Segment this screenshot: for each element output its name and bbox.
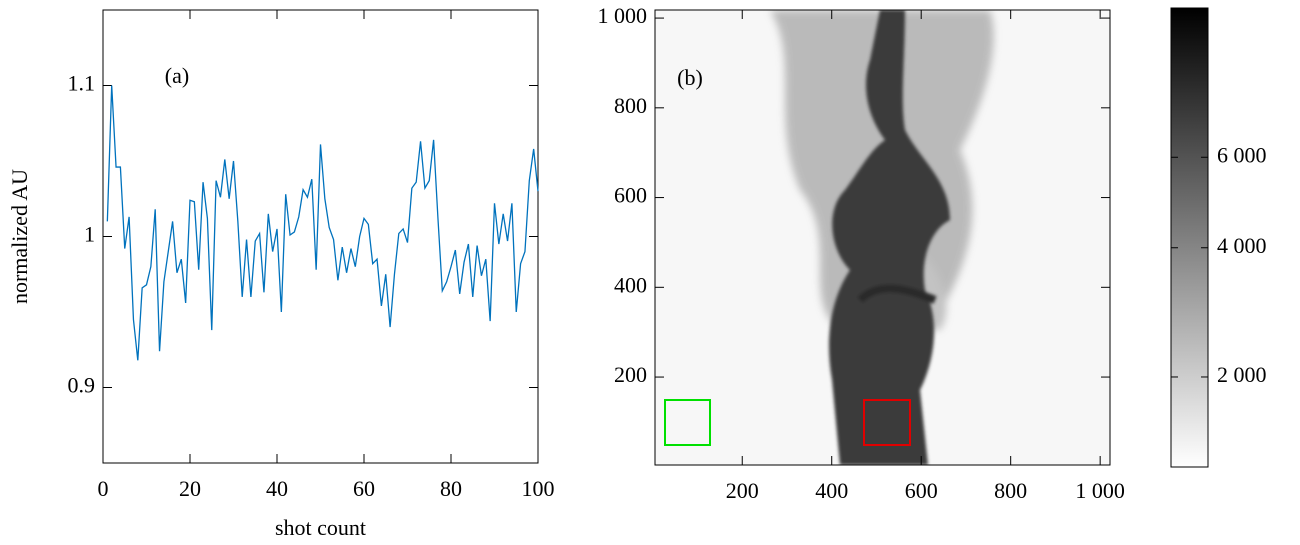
x-tick-label: 1 000	[1075, 478, 1125, 503]
x-tick-label: 800	[994, 478, 1027, 503]
colorbar-tick-label: 6 000	[1217, 142, 1267, 167]
signal-box	[863, 399, 911, 446]
colorbar-tick-label: 2 000	[1217, 362, 1267, 387]
y-tick-label: 1	[84, 222, 95, 247]
x-tick-label: 60	[353, 476, 375, 501]
y-tick-label: 800	[614, 93, 647, 118]
panel-label: (a)	[165, 63, 189, 88]
y-tick-label: 400	[614, 272, 647, 297]
reference-box	[664, 399, 711, 446]
plume-image	[655, 10, 1110, 465]
colorbar	[1171, 8, 1208, 467]
x-tick-label: 600	[905, 478, 938, 503]
plot-frame	[654, 9, 1111, 466]
colorbar-frame	[1170, 7, 1209, 468]
x-axis-title: shot count	[275, 515, 366, 540]
y-tick-label: 200	[614, 362, 647, 387]
y-axis-title: normalized AU	[7, 169, 32, 304]
x-tick-label: 400	[815, 478, 848, 503]
x-tick-label: 0	[98, 476, 109, 501]
panel-label: (b)	[677, 65, 703, 90]
x-tick-label: 100	[522, 476, 555, 501]
y-tick-label: 600	[614, 183, 647, 208]
x-tick-label: 200	[726, 478, 759, 503]
y-tick-label: 0.9	[68, 373, 96, 398]
y-tick-label: 1.1	[68, 71, 96, 96]
data-line	[106, 85, 539, 361]
colorbar-tick-label: 4 000	[1217, 233, 1267, 258]
x-tick-label: 40	[266, 476, 288, 501]
y-tick-label: 1 000	[598, 3, 648, 28]
x-tick-label: 80	[440, 476, 462, 501]
x-tick-label: 20	[179, 476, 201, 501]
